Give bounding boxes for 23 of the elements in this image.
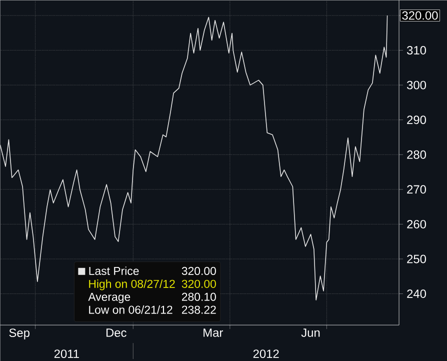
legend-label: Last Price bbox=[89, 266, 139, 275]
x-tick-label: Mar bbox=[204, 328, 223, 337]
annotation: Average bbox=[88, 292, 130, 303]
y-tick-label: 270 bbox=[407, 185, 426, 194]
text: 2012 bbox=[253, 349, 279, 358]
y-tick-label: 280 bbox=[407, 150, 426, 159]
annotation: 320.00 bbox=[182, 280, 216, 288]
y-tick-label: 260 bbox=[407, 220, 426, 228]
annotation: Low on 06/21/12 bbox=[89, 305, 172, 314]
x-tick-label: Sep bbox=[9, 328, 30, 340]
x-tick-label: Jun bbox=[301, 328, 320, 337]
x-tick-label: Dec bbox=[106, 328, 126, 337]
annotation: High on 08/27/12 bbox=[89, 279, 175, 290]
annotation: 238.22 bbox=[182, 306, 216, 314]
y-tick-label: 310 bbox=[406, 46, 426, 54]
y-tick-label: 240 bbox=[407, 289, 426, 298]
y-tick-label: 290 bbox=[407, 115, 426, 124]
text: 320.00 bbox=[402, 11, 438, 20]
annotation: 320.00 bbox=[182, 266, 216, 275]
text: 2011 bbox=[54, 349, 79, 358]
y-tick-label: 300 bbox=[406, 80, 426, 90]
y-tick-label: 250 bbox=[407, 254, 426, 264]
annotation: 280.10 bbox=[182, 292, 216, 301]
